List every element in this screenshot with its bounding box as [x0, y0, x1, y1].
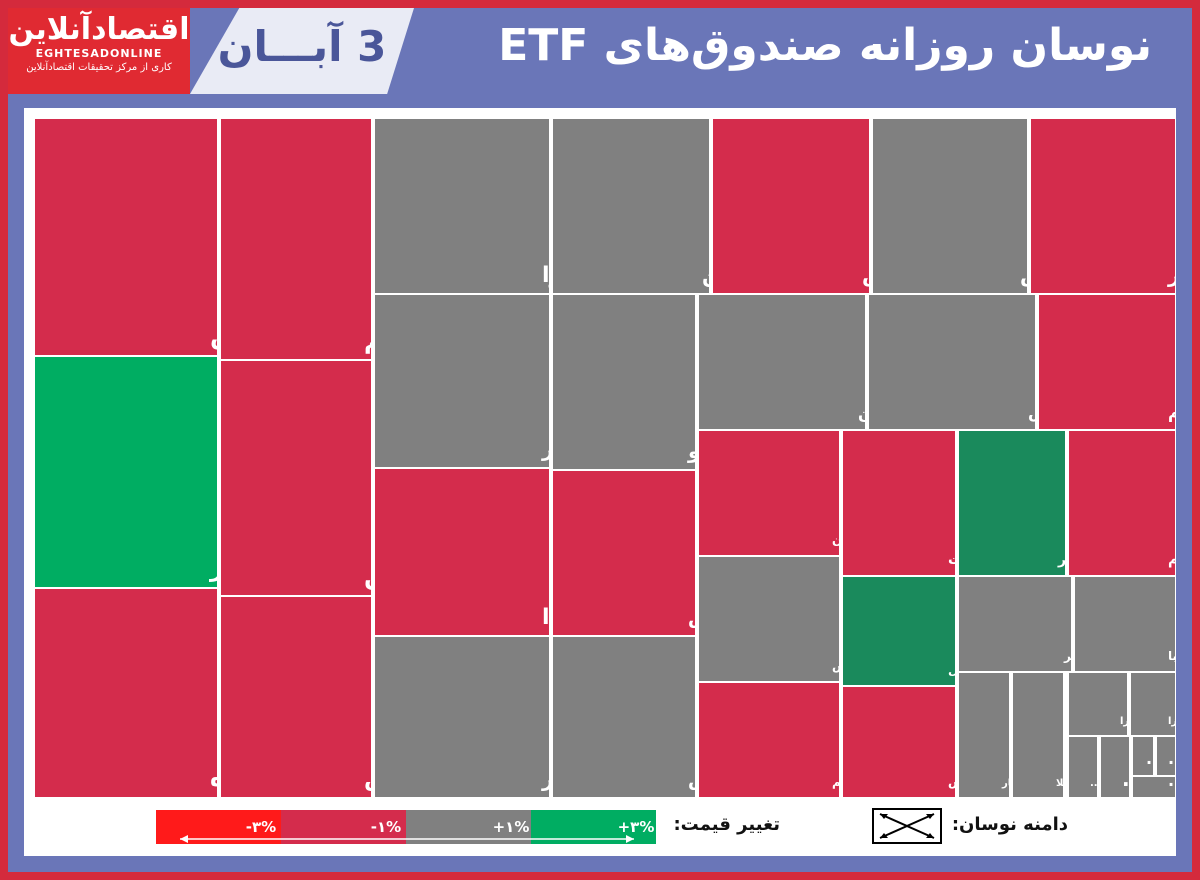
treemap-cell	[1101, 737, 1129, 797]
treemap-cell	[1131, 673, 1175, 735]
treemap-cell	[553, 471, 695, 635]
treemap-cell	[843, 577, 955, 685]
treemap-cell	[221, 119, 371, 359]
logo-tagline: کاری از مرکز تحقیقات اقتصادآنلاین	[26, 62, 172, 73]
treemap-cell	[959, 673, 1009, 797]
treemap-cell	[1069, 431, 1175, 575]
treemap-cell	[35, 119, 217, 355]
price-change-label: تغییر قیمت:	[673, 814, 780, 835]
treemap-cell-label: عیار	[1001, 778, 1022, 789]
logo-latin: EGHTESADONLINE	[35, 47, 163, 60]
treemap-cell	[1039, 295, 1175, 429]
treemap-cell	[375, 469, 549, 635]
treemap-cell	[35, 357, 217, 587]
treemap-cell	[221, 597, 371, 797]
treemap-cell	[35, 589, 217, 797]
logo-name: اقتصادآنلاین	[8, 12, 190, 47]
treemap: الماسسحرخیزفیروزهدارا یکمزرینکاریسآوانگی…	[35, 119, 1176, 797]
treemap-cell	[843, 687, 955, 797]
scale-label: -۱%	[371, 818, 401, 836]
treemap-cell-label: ...	[1168, 749, 1176, 768]
treemap-cell-label: ثهام	[1168, 403, 1176, 422]
treemap-cell	[553, 295, 695, 469]
chart-frame: الماسسحرخیزفیروزهدارا یکمزرینکاریسآوانگی…	[8, 94, 1192, 872]
scale-label: +۱%	[493, 818, 530, 836]
treemap-cell-label: بذر	[1167, 263, 1176, 287]
treemap-cell	[1069, 673, 1127, 735]
treemap-cell	[699, 431, 839, 555]
treemap-cell	[699, 683, 839, 797]
treemap-cell	[699, 295, 865, 429]
treemap-cell	[221, 361, 371, 595]
chart-canvas: الماسسحرخیزفیروزهدارا یکمزرینکاریسآوانگی…	[24, 108, 1176, 856]
range-label: دامنه نوسان:	[951, 814, 1068, 835]
page-title: نوسان روزانه صندوق‌های ETF	[498, 20, 1152, 71]
scale-label: +۳%	[618, 818, 655, 836]
treemap-cell	[375, 637, 549, 797]
treemap-cell	[1075, 577, 1175, 671]
treemap-cell	[1157, 737, 1175, 775]
date-label: 3 آبـــان	[217, 22, 387, 71]
scale-label: -۳%	[246, 818, 276, 836]
treemap-cell	[869, 295, 1035, 429]
date-panel: 3 آبـــان	[190, 8, 414, 94]
logo: اقتصادآنلاین EGHTESADONLINE کاری از مرکز…	[8, 8, 190, 94]
range-icon	[872, 808, 942, 844]
treemap-cell-label: فیروزا	[1168, 716, 1176, 727]
treemap-cell	[713, 119, 869, 293]
treemap-cell	[959, 577, 1071, 671]
scale-arrowhead	[180, 835, 188, 843]
treemap-cell	[873, 119, 1027, 293]
treemap-cell-label: ت...	[1168, 771, 1176, 790]
treemap-cell	[1133, 777, 1175, 797]
treemap-cell	[375, 119, 549, 293]
price-change-scale: -۳% -۱% +۱% +۳%	[156, 810, 656, 844]
treemap-cell	[375, 295, 549, 467]
header: اقتصادآنلاین EGHTESADONLINE کاری از مرکز…	[8, 8, 1192, 94]
scale-arrowhead	[626, 835, 634, 843]
treemap-cell	[843, 431, 955, 575]
treemap-cell-label: آسام	[1168, 550, 1176, 568]
treemap-cell	[553, 637, 695, 797]
treemap-cell	[699, 557, 839, 681]
treemap-cell	[1133, 737, 1153, 775]
treemap-cell	[1069, 737, 1097, 797]
treemap-cell-label: دارا	[1120, 716, 1138, 727]
treemap-cell	[553, 119, 709, 293]
treemap-cell-label: طلا	[1056, 778, 1073, 789]
treemap-cell	[1031, 119, 1175, 293]
treemap-cell	[959, 431, 1065, 575]
treemap-cell-label: ...	[1090, 778, 1101, 789]
treemap-cell-label: کهربا	[1168, 649, 1176, 663]
treemap-cell	[1013, 673, 1063, 797]
